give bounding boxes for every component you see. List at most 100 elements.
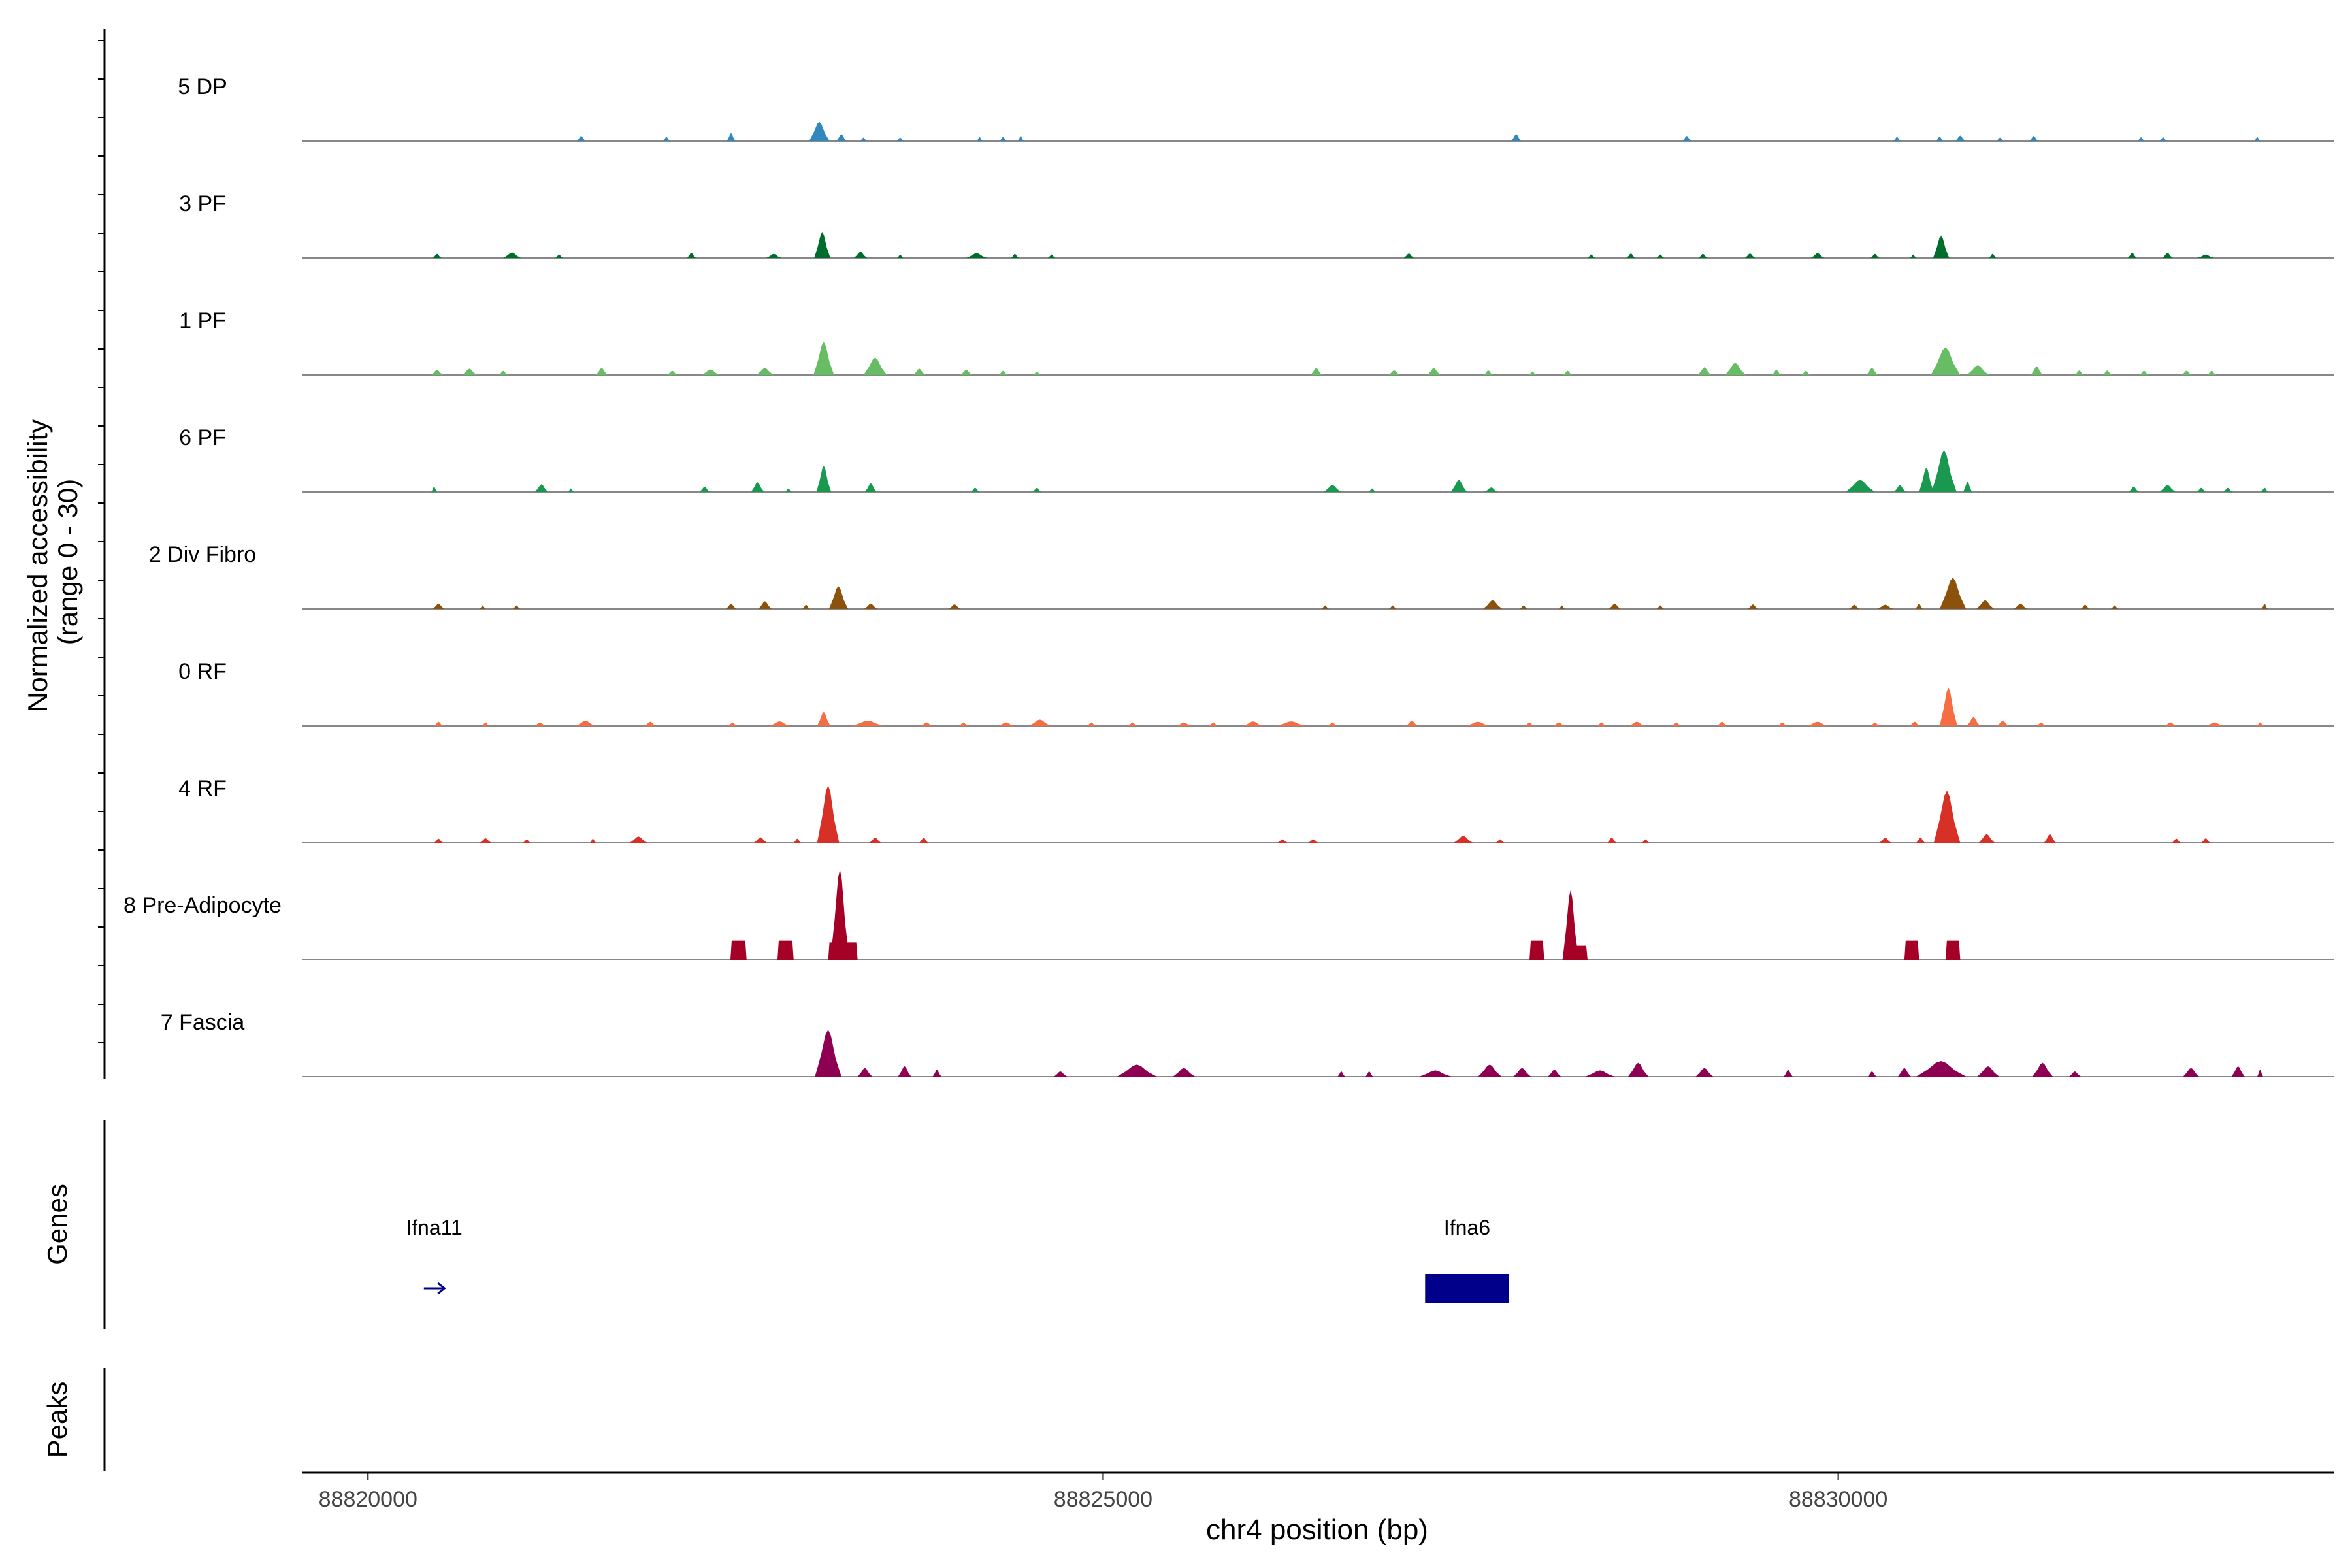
coverage-peak xyxy=(534,722,546,726)
coverage-peak xyxy=(998,722,1015,726)
coverage-peak xyxy=(976,137,983,141)
coverage-peak xyxy=(949,604,961,609)
coverage-peak xyxy=(576,136,586,141)
coverage-peak xyxy=(1656,605,1664,609)
coverage-peak xyxy=(1308,839,1319,843)
coverage-peak xyxy=(864,483,877,492)
x-tick-label: 88830000 xyxy=(1789,1487,1887,1512)
track-label: 3 PF xyxy=(179,191,226,216)
coverage-peak xyxy=(2068,1071,2081,1077)
coverage-peak xyxy=(1054,1071,1068,1077)
coverage-peak xyxy=(1587,254,1595,258)
coverage-peak xyxy=(1553,722,1565,726)
coverage-peak xyxy=(1989,253,1997,258)
coverage-peak xyxy=(1996,137,2004,141)
coverage-peak xyxy=(2164,722,2177,726)
coverage-peak xyxy=(534,484,548,492)
coverage-peak xyxy=(857,1068,873,1077)
coverage-peak xyxy=(2256,722,2264,726)
coverage-peak xyxy=(1419,1070,1452,1077)
coverage-peak xyxy=(1897,1068,1912,1077)
genes-panel-label: Genes xyxy=(42,1184,73,1265)
coverage-peak xyxy=(1698,253,1708,258)
coverage-peak xyxy=(1017,136,1024,141)
coverage-peak xyxy=(1810,253,1825,258)
coverage-peak xyxy=(1368,488,1376,492)
coverage-peak xyxy=(1976,600,1995,609)
coverage-peak xyxy=(1559,605,1565,609)
coverage-peak xyxy=(1801,370,1810,375)
coverage-peak xyxy=(433,604,445,609)
coverage-peak xyxy=(1173,1068,1196,1077)
coverage-peak xyxy=(480,838,492,843)
coverage-peak xyxy=(1931,450,1957,492)
coverage-peak xyxy=(1845,480,1875,492)
coverage-peak xyxy=(1879,838,1891,843)
coverage-peak xyxy=(1321,605,1329,609)
coverage-peak xyxy=(896,137,904,141)
gene-arrowhead xyxy=(437,1282,446,1295)
coverage-peak xyxy=(1276,721,1306,726)
track-8-pre-adipocyte: 8 Pre-Adipocyte xyxy=(123,869,2334,960)
coverage-peak xyxy=(1672,722,1681,726)
gene-annotations: Ifna11 Ifna6 xyxy=(406,1216,1509,1303)
coverage-peak xyxy=(1916,838,1925,843)
coverage-peak xyxy=(730,940,747,960)
coverage-peak xyxy=(2044,834,2056,843)
coverage-peak xyxy=(1484,370,1493,375)
track-6-pf: 6 PF xyxy=(179,425,2334,493)
coverage-peak xyxy=(2261,487,2268,492)
coverage-peak xyxy=(2159,485,2176,492)
coverage-peak xyxy=(802,604,810,609)
coverage-peak xyxy=(1243,721,1263,726)
coverage-peak xyxy=(1963,482,1972,492)
coverage-peak xyxy=(498,370,508,375)
coverage-peak xyxy=(2137,137,2145,141)
coverage-peak xyxy=(431,487,438,492)
coverage-peak xyxy=(864,604,878,609)
coverage-peak xyxy=(2159,137,2167,141)
coverage-peak xyxy=(809,122,830,141)
coverage-tracks: 5 DP 3 PF 1 PF 6 PF 2 Div Fibro 0 RF 4 RF 8 Pre… xyxy=(123,74,2334,1077)
x-tick-label: 88820000 xyxy=(319,1487,417,1512)
coverage-peak xyxy=(1939,687,1957,726)
coverage-peak xyxy=(1936,137,1944,141)
peaks-panel: Peaks xyxy=(42,1368,106,1471)
coverage-peak xyxy=(1725,363,1746,375)
y-axis-label-line1: Normalized accessibility xyxy=(22,419,53,712)
coverage-peak xyxy=(1772,370,1781,375)
coverage-peak xyxy=(1466,721,1490,726)
coverage-peak xyxy=(766,253,781,258)
coverage-peak xyxy=(1945,940,1961,960)
coverage-peak xyxy=(555,254,563,258)
coverage-peak xyxy=(1977,1066,2000,1077)
coverage-peak xyxy=(966,253,987,258)
coverage-peak xyxy=(919,838,928,843)
coverage-peak xyxy=(1086,722,1096,726)
coverage-peak xyxy=(1627,1062,1649,1077)
coverage-peak xyxy=(1807,721,1828,726)
coverage-peak xyxy=(1565,945,1588,960)
coverage-peak xyxy=(854,252,868,258)
coverage-peak xyxy=(1117,1064,1157,1077)
y-axis-label: Normalized accessibility (range 0 - 30) xyxy=(22,412,83,712)
coverage-peak xyxy=(1849,604,1860,609)
coverage-peak xyxy=(2207,370,2216,375)
track-3-pf: 3 PF xyxy=(179,191,2334,259)
coverage-peak xyxy=(1609,604,1621,609)
coverage-peak xyxy=(1585,1070,1615,1077)
coverage-peak xyxy=(1277,839,1288,843)
coverage-peak xyxy=(1967,717,1980,726)
coverage-peak xyxy=(1626,253,1636,258)
coverage-peak xyxy=(726,604,736,609)
x-tick-label: 88825000 xyxy=(1054,1487,1152,1512)
coverage-peak xyxy=(769,721,791,726)
coverage-peak xyxy=(2080,604,2090,609)
coverage-peak xyxy=(1525,722,1534,726)
coverage-peak xyxy=(793,838,801,843)
coverage-peak xyxy=(727,133,736,141)
coverage-peak xyxy=(751,482,764,492)
coverage-peak xyxy=(2036,722,2046,726)
